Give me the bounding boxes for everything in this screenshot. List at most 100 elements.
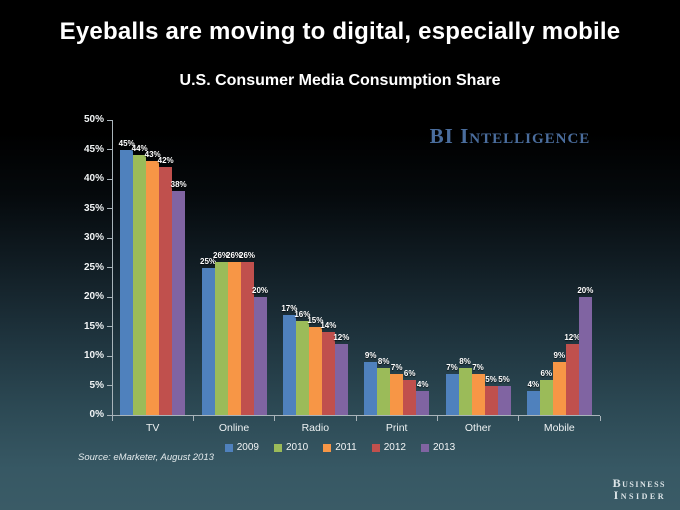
y-axis-label: 0% xyxy=(89,409,104,420)
bar-value-label: 14% xyxy=(320,321,337,331)
bar-radio-2013 xyxy=(334,344,348,415)
category-label-mobile: Mobile xyxy=(543,422,575,434)
bar-tv-2010 xyxy=(133,155,147,415)
y-axis-tick xyxy=(107,296,112,298)
legend-item-2013: 2013 xyxy=(421,442,455,453)
x-axis-tick xyxy=(355,416,357,421)
bar-online-2013 xyxy=(253,297,267,415)
y-axis-label: 30% xyxy=(83,232,104,243)
bar-tv-2009 xyxy=(120,149,134,415)
y-axis-label: 35% xyxy=(83,202,104,214)
bar-other-2009 xyxy=(445,373,459,415)
bar-mobile-2012 xyxy=(565,344,579,415)
y-axis-tick xyxy=(107,178,112,180)
bar-print-2013 xyxy=(416,391,430,415)
bar-value-label: 4% xyxy=(416,380,429,390)
source-note: Source: eMarketer, August 2013 xyxy=(78,452,214,463)
bar-value-label: 38% xyxy=(170,179,187,189)
bar-print-2009 xyxy=(364,361,378,415)
bar-value-label: 8% xyxy=(377,356,390,366)
y-axis-tick xyxy=(107,414,112,416)
bar-value-label: 44% xyxy=(131,144,148,154)
bar-mobile-2011 xyxy=(552,361,566,415)
legend-swatch-icon xyxy=(421,443,429,452)
bar-other-2011 xyxy=(471,373,485,415)
bar-value-label: 26% xyxy=(225,250,243,260)
bar-value-label: 6% xyxy=(403,368,416,378)
bar-print-2012 xyxy=(403,379,417,415)
x-axis-tick xyxy=(274,416,276,421)
bar-mobile-2009 xyxy=(526,391,540,415)
bar-value-label: 26% xyxy=(238,250,256,260)
bar-value-label: 7% xyxy=(390,362,403,372)
bar-radio-2011 xyxy=(308,326,322,415)
bar-radio-2009 xyxy=(282,314,296,415)
bi-intelligence-logo: BI Intelligence xyxy=(429,124,591,148)
bar-value-label: 9% xyxy=(364,350,377,360)
y-axis-tick xyxy=(107,267,112,268)
y-axis-tick xyxy=(107,237,112,239)
brand-line-business: Business xyxy=(612,476,666,490)
chart-legend: 2009 2010 2011 2012 2013 xyxy=(0,442,680,453)
y-axis-label: 10% xyxy=(83,350,104,361)
x-axis-line xyxy=(107,415,600,416)
bar-other-2010 xyxy=(458,367,472,415)
bar-value-label: 12% xyxy=(564,333,581,343)
y-axis-tick xyxy=(107,326,112,327)
bar-value-label: 17% xyxy=(281,303,298,313)
bar-print-2010 xyxy=(377,367,391,415)
bar-value-label: 6% xyxy=(540,368,553,378)
bar-radio-2012 xyxy=(321,332,335,415)
legend-item-2009: 2009 xyxy=(224,442,259,453)
bar-value-label: 9% xyxy=(553,350,566,360)
bar-value-label: 42% xyxy=(157,156,174,166)
bar-value-label: 25% xyxy=(199,256,217,266)
chart-title: U.S. Consumer Media Consumption Share xyxy=(179,72,501,89)
bar-value-label: 16% xyxy=(294,309,311,319)
category-label-radio: Radio xyxy=(301,422,330,434)
bar-value-label: 15% xyxy=(307,315,324,325)
legend-item-2012: 2012 xyxy=(371,442,406,453)
y-axis-tick xyxy=(107,119,112,121)
bar-radio-2010 xyxy=(295,320,309,415)
bar-value-label: 5% xyxy=(485,374,497,384)
legend-label: 2012 xyxy=(383,442,406,453)
y-axis-label: 45% xyxy=(83,143,104,155)
y-axis-tick xyxy=(107,355,112,357)
legend-label: 2011 xyxy=(335,442,357,453)
bar-online-2009 xyxy=(201,267,215,415)
bar-mobile-2013 xyxy=(578,297,592,415)
legend-label: 2013 xyxy=(433,442,456,453)
bar-online-2010 xyxy=(214,261,228,415)
x-axis-tick xyxy=(111,416,113,421)
x-axis-tick xyxy=(599,416,601,421)
bar-tv-2011 xyxy=(146,161,160,415)
bar-tv-2013 xyxy=(172,190,186,415)
bar-value-label: 43% xyxy=(144,150,161,160)
y-axis-label: 25% xyxy=(83,261,104,273)
y-axis-label: 5% xyxy=(89,379,104,391)
bar-value-label: 7% xyxy=(446,362,458,372)
y-axis-line xyxy=(112,120,113,415)
bar-value-label: 12% xyxy=(333,333,350,343)
legend-label: 2009 xyxy=(236,442,259,453)
bar-online-2012 xyxy=(240,261,254,415)
bar-tv-2012 xyxy=(159,167,173,415)
bar-value-label: 45% xyxy=(118,138,135,148)
category-label-online: Online xyxy=(218,422,250,434)
business-insider-logo: Business Insider xyxy=(613,477,666,501)
bar-mobile-2010 xyxy=(539,379,553,415)
bar-value-label: 5% xyxy=(498,374,510,384)
category-label-tv: TV xyxy=(145,422,160,434)
bar-value-label: 8% xyxy=(459,356,471,366)
bar-print-2011 xyxy=(390,373,404,415)
x-axis-tick xyxy=(436,416,438,421)
bar-value-label: 20% xyxy=(251,286,269,295)
bar-value-label: 26% xyxy=(212,250,230,260)
y-axis-label: 50% xyxy=(83,114,104,125)
legend-swatch-icon xyxy=(273,443,282,452)
category-label-print: Print xyxy=(385,422,408,434)
bar-chart-plot-area: 0% 5% 10% 15% 20% 25% 30% 35% 40% 45% 50% 45% 44% 43%… xyxy=(84,114,601,434)
bar-other-2012 xyxy=(484,385,498,415)
category-label-other: Other xyxy=(464,422,492,434)
